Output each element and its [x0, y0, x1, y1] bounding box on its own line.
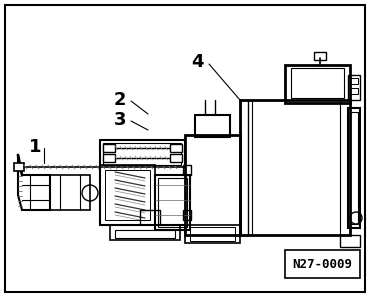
Bar — [103, 154, 115, 162]
Bar — [240, 100, 248, 235]
Text: 1: 1 — [29, 138, 41, 156]
Bar — [291, 68, 344, 98]
Bar — [314, 52, 326, 60]
Bar — [185, 225, 240, 243]
Bar — [170, 144, 182, 152]
Bar — [110, 225, 180, 240]
Bar — [100, 165, 155, 225]
Text: 2: 2 — [114, 91, 126, 109]
Bar — [350, 88, 358, 94]
Bar — [155, 175, 190, 230]
Bar — [103, 143, 181, 165]
Bar — [285, 65, 350, 103]
Bar — [115, 230, 175, 238]
Bar — [183, 210, 191, 220]
Bar — [340, 235, 360, 247]
Text: 3: 3 — [114, 111, 126, 129]
Bar — [348, 108, 360, 228]
Bar — [50, 175, 90, 210]
Bar — [350, 78, 358, 84]
Bar — [105, 170, 150, 220]
Bar — [103, 144, 115, 152]
Bar — [158, 178, 187, 227]
Text: N27-0009: N27-0009 — [293, 257, 353, 271]
Bar — [14, 163, 24, 171]
Bar — [240, 100, 350, 235]
Bar — [170, 154, 182, 162]
Bar — [185, 135, 240, 235]
Bar — [285, 250, 360, 278]
Bar — [190, 227, 235, 241]
Text: 4: 4 — [191, 53, 203, 71]
Bar — [195, 115, 230, 137]
Bar — [350, 112, 358, 224]
Bar — [348, 75, 360, 100]
Bar — [183, 165, 191, 175]
